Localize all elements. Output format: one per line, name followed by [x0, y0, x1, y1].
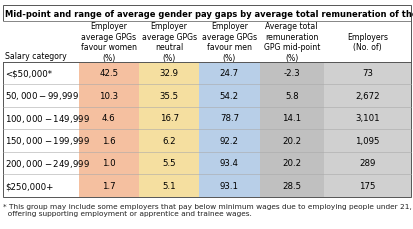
Text: 4.6: 4.6 [102, 114, 115, 123]
Text: Employer
average GPGs
favour men
(%): Employer average GPGs favour men (%) [202, 22, 256, 62]
Text: Employer
average GPGs
neutral
(%): Employer average GPGs neutral (%) [141, 22, 196, 62]
Text: 20.2: 20.2 [282, 159, 301, 168]
Text: 1.0: 1.0 [102, 159, 115, 168]
Text: 175: 175 [358, 181, 375, 190]
Text: $200,000-$249,999: $200,000-$249,999 [5, 157, 90, 169]
Bar [323, 62, 410, 197]
Text: -2.3: -2.3 [282, 69, 299, 78]
Text: 16.7: 16.7 [159, 114, 178, 123]
Text: $50,000-$99,999: $50,000-$99,999 [5, 90, 79, 102]
Text: 1,095: 1,095 [354, 136, 379, 145]
Text: 35.5: 35.5 [159, 91, 178, 101]
Text: Average total
remuneration
GPG mid-point
(%): Average total remuneration GPG mid-point… [263, 22, 319, 62]
Text: 6.2: 6.2 [162, 136, 176, 145]
Text: 32.9: 32.9 [159, 69, 178, 78]
Text: 289: 289 [358, 159, 375, 168]
Text: 20.2: 20.2 [282, 136, 301, 145]
Bar [3, 6, 410, 22]
Text: Employers
(No. of): Employers (No. of) [346, 33, 387, 52]
Text: $250,000+: $250,000+ [5, 181, 54, 190]
Text: 93.1: 93.1 [219, 181, 238, 190]
Text: 93.4: 93.4 [219, 159, 238, 168]
Text: $100,000-$149,999: $100,000-$149,999 [5, 112, 90, 124]
Text: 5.1: 5.1 [162, 181, 176, 190]
Text: 73: 73 [361, 69, 372, 78]
Bar [3, 22, 410, 62]
Text: 1.7: 1.7 [102, 181, 115, 190]
Bar [78, 62, 139, 197]
Bar [199, 62, 259, 197]
Text: 54.2: 54.2 [219, 91, 238, 101]
Bar [139, 62, 199, 197]
Text: 1.6: 1.6 [102, 136, 115, 145]
Text: 92.2: 92.2 [219, 136, 238, 145]
Text: 24.7: 24.7 [219, 69, 238, 78]
Text: 78.7: 78.7 [219, 114, 238, 123]
Text: <$50,000*: <$50,000* [5, 69, 52, 78]
Text: 42.5: 42.5 [99, 69, 118, 78]
Text: Mid-point and range of average gender pay gaps by average total remuneration of : Mid-point and range of average gender pa… [5, 9, 413, 19]
Text: 14.1: 14.1 [282, 114, 301, 123]
Text: * This group may include some employers that pay below minimum wages due to empl: * This group may include some employers … [3, 203, 411, 216]
Bar [3, 6, 410, 197]
Text: 28.5: 28.5 [282, 181, 301, 190]
Text: Salary category: Salary category [5, 52, 66, 60]
Text: 2,672: 2,672 [354, 91, 379, 101]
Text: $150,000-$199,999: $150,000-$199,999 [5, 135, 90, 147]
Text: 5.5: 5.5 [162, 159, 176, 168]
Text: 5.8: 5.8 [284, 91, 298, 101]
Bar [259, 62, 323, 197]
Text: 10.3: 10.3 [99, 91, 118, 101]
Text: Employer
average GPGs
favour women
(%): Employer average GPGs favour women (%) [81, 22, 136, 62]
Text: 3,101: 3,101 [354, 114, 379, 123]
